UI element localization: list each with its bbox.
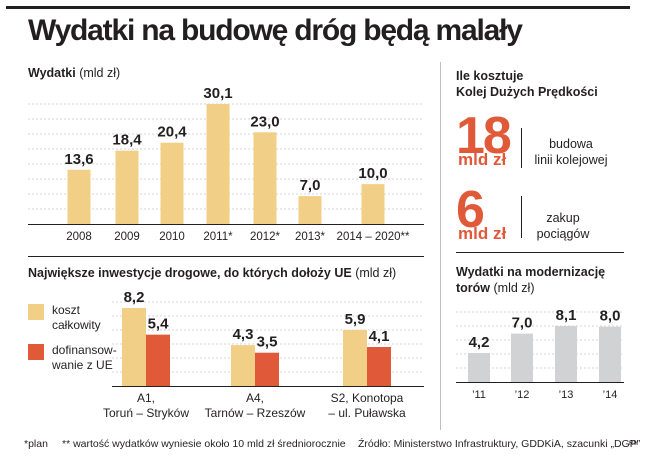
page-title: Wydatki na budowę dróg będą malały bbox=[28, 14, 523, 47]
chart2-value-label: 8,2 bbox=[124, 289, 145, 306]
chart3-category-label: ’14 bbox=[603, 389, 618, 401]
chart2-category-label: Toruń – Stryków bbox=[103, 406, 189, 420]
chart2-value-label: 5,9 bbox=[345, 311, 366, 328]
chart2-category-label: S2, Konotopa bbox=[331, 391, 404, 405]
chart3-header: Wydatki na modernizację torów (mld zł) bbox=[456, 264, 605, 296]
chart1-value-label: 10,0 bbox=[358, 165, 387, 182]
chart2-category-label: A4, bbox=[246, 391, 264, 405]
chart1-category-label: 2012* bbox=[250, 231, 281, 243]
chart2-value-label: 5,4 bbox=[148, 316, 170, 333]
section-divider bbox=[28, 256, 424, 257]
legend-swatch-eu bbox=[28, 344, 44, 360]
chart2-title: Największe inwestycje drogowe, do któryc… bbox=[28, 266, 352, 280]
chart2-bar bbox=[146, 334, 170, 386]
chart1-category-label: 2010 bbox=[159, 231, 185, 243]
legend-label-eu-line2: wanie z UE bbox=[52, 358, 113, 372]
chart3-category-label: ’13 bbox=[559, 389, 574, 401]
chart1-value-label: 7,0 bbox=[300, 177, 321, 194]
chart2-unit: (mld zł) bbox=[355, 266, 397, 280]
chart1-bar bbox=[115, 150, 139, 224]
chart1-bar bbox=[298, 196, 322, 224]
chart3-value-label: 8,1 bbox=[556, 307, 577, 324]
chart2-category-label: A1, bbox=[137, 391, 155, 405]
legend-label-eu-line1: dofinansow- bbox=[52, 343, 117, 357]
chart1-unit: (mld zł) bbox=[79, 66, 121, 80]
right-section-divider bbox=[456, 252, 624, 253]
chart3-unit: (mld zł) bbox=[493, 281, 535, 295]
chart3-bar bbox=[511, 333, 533, 382]
chart3-title-line2: torów bbox=[456, 281, 491, 295]
chart2-value-label: 4,3 bbox=[233, 326, 254, 343]
chart2-category-label: Tarnów – Rzeszów bbox=[205, 406, 306, 420]
chart2-category-label: – ul. Puławska bbox=[328, 406, 406, 420]
hsr-desc-construction: budowa linii kolejowej bbox=[526, 136, 616, 168]
hsr-desc-trains-line1: zakup bbox=[546, 211, 580, 225]
legend-label-total: koszt całkowity bbox=[52, 303, 101, 333]
legend-swatch-total bbox=[28, 304, 44, 320]
chart2-bar bbox=[231, 345, 255, 386]
hsr-desc-trains: zakup pociągów bbox=[528, 210, 598, 242]
chart1-category-label: 2008 bbox=[66, 231, 92, 243]
chart1-value-label: 30,1 bbox=[203, 85, 232, 102]
chart3-category-label: ’12 bbox=[515, 389, 530, 401]
hsr-title-line1: Ile kosztuje bbox=[456, 69, 524, 83]
chart2-bar bbox=[255, 352, 279, 386]
chart1-title: Wydatki bbox=[28, 66, 76, 80]
hsr-title: Ile kosztuje Kolej Dużych Prędkości bbox=[456, 68, 598, 100]
chart3-value-label: 4,2 bbox=[469, 334, 490, 351]
legend-label-total-line2: całkowity bbox=[52, 318, 101, 332]
chart1-value-label: 20,4 bbox=[157, 124, 187, 141]
chart3-bar bbox=[555, 326, 577, 382]
chart2-bar bbox=[343, 329, 367, 386]
top-frame-line bbox=[6, 6, 630, 9]
hsr-value-trains: 6 bbox=[456, 181, 485, 239]
chart1-value-label: 18,4 bbox=[112, 132, 142, 149]
chart1-category-label: 2009 bbox=[114, 231, 140, 243]
legend-label-eu: dofinansow- wanie z UE bbox=[52, 343, 117, 373]
chart3-bar bbox=[599, 326, 621, 382]
chart1-value-label: 23,0 bbox=[250, 113, 279, 130]
hsr-divider-2 bbox=[521, 196, 522, 238]
chart1-header: Wydatki (mld zł) bbox=[28, 66, 120, 80]
chart2-bar bbox=[367, 347, 391, 386]
chart1-value-label: 13,6 bbox=[64, 151, 93, 168]
hsr-value-construction: 18 bbox=[456, 107, 512, 165]
chart1-bar bbox=[206, 104, 230, 224]
hsr-unit-trains: mld zł bbox=[458, 224, 507, 243]
footer-source: Źródło: Ministerstwo Infrastruktury, GDD… bbox=[358, 438, 641, 450]
chart3-bar bbox=[468, 352, 490, 382]
chart1-bar bbox=[253, 132, 277, 224]
chart2-value-label: 3,5 bbox=[257, 334, 278, 351]
legend-label-total-line1: koszt bbox=[52, 303, 81, 317]
hsr-desc-construction-line2: linii kolejowej bbox=[534, 153, 608, 167]
chart1-category-label: 2014 – 2020** bbox=[337, 231, 410, 243]
hsr-desc-construction-line1: budowa bbox=[549, 137, 593, 151]
footer-note-average: ** wartość wydatków wyniesie około 10 ml… bbox=[62, 438, 346, 450]
hsr-desc-trains-line2: pociągów bbox=[536, 227, 590, 241]
chart1-bar bbox=[361, 184, 385, 224]
hsr-title-line2: Kolej Dużych Prędkości bbox=[456, 85, 598, 99]
chart1-category-label: 2011* bbox=[203, 231, 233, 243]
chart3-value-label: 8,0 bbox=[600, 308, 621, 325]
chart2-header: Największe inwestycje drogowe, do któryc… bbox=[28, 266, 396, 280]
chart2-value-label: 4,1 bbox=[369, 328, 390, 345]
footer-note-plan: *plan bbox=[24, 438, 48, 450]
chart3-category-label: ’11 bbox=[472, 389, 486, 401]
chart2-bar bbox=[122, 308, 146, 386]
hsr-unit-construction: mld zł bbox=[458, 150, 507, 169]
chart1-bar bbox=[67, 169, 91, 224]
chart3-value-label: 7,0 bbox=[512, 315, 533, 332]
chart3-title-line1: Wydatki na modernizację bbox=[456, 265, 606, 279]
chart1-bar bbox=[160, 142, 184, 224]
chart1-category-label: 2013* bbox=[295, 231, 326, 243]
column-divider bbox=[440, 62, 441, 430]
hsr-divider-1 bbox=[521, 128, 522, 168]
author-mark: RM bbox=[629, 441, 639, 447]
